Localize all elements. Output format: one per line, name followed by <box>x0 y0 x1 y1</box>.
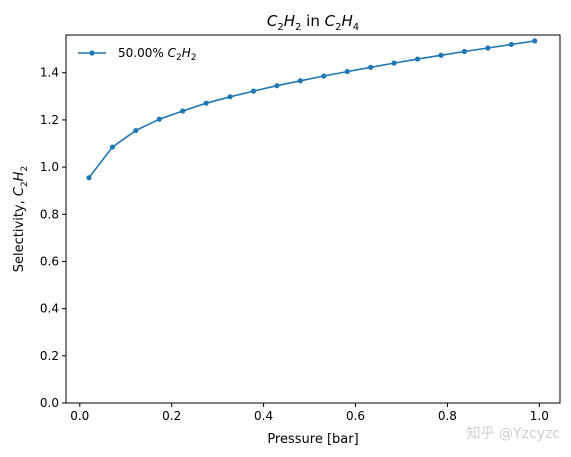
data-point <box>532 38 538 44</box>
x-tick-label: 0.2 <box>162 409 181 423</box>
x-tick-label: 0.8 <box>438 409 457 423</box>
chart-title: C2H2 in C2H4 <box>267 12 359 33</box>
y-tick-label: 0.2 <box>40 349 59 363</box>
y-tick-label: 0.4 <box>40 302 59 316</box>
data-point <box>109 144 116 150</box>
y-tick-label: 0.6 <box>40 254 59 268</box>
data-point <box>274 83 280 89</box>
x-tick-label: 1.0 <box>530 409 549 423</box>
watermark: 知乎 @Yzcyzc <box>467 425 560 442</box>
data-point <box>391 60 397 66</box>
data-point <box>86 175 92 181</box>
y-tick-label: 0.0 <box>40 396 59 410</box>
series-line <box>88 40 535 179</box>
y-tick-label: 1.4 <box>40 66 59 80</box>
data-point <box>297 78 303 84</box>
x-tick-label: 0.6 <box>346 409 365 423</box>
plot-area <box>65 34 561 404</box>
y-axis: 0.0 0.2 0.4 0.6 0.8 1.0 1.2 1.4 <box>40 66 66 410</box>
data-point <box>156 116 162 122</box>
y-tick-label: 1.0 <box>40 160 59 174</box>
data-point <box>180 108 186 114</box>
x-axis: 0.0 0.2 0.4 0.6 0.8 1.0 <box>70 403 549 423</box>
y-tick-label: 0.8 <box>40 207 59 221</box>
x-axis-label: Pressure [bar] <box>267 432 358 447</box>
data-point <box>461 48 468 55</box>
data-point <box>227 94 233 100</box>
y-axis-label: Selectivity, C2H2 <box>12 166 30 272</box>
data-point <box>133 127 139 134</box>
series-layer <box>86 38 538 181</box>
data-point <box>508 41 514 48</box>
data-point <box>438 52 444 58</box>
data-point <box>344 68 350 75</box>
data-point <box>203 100 209 106</box>
data-point <box>485 45 491 51</box>
data-point <box>321 73 327 79</box>
data-point <box>414 56 421 62</box>
data-point <box>250 88 257 94</box>
data-point <box>368 64 374 70</box>
x-tick-label: 0.0 <box>70 409 89 423</box>
x-tick-label: 0.4 <box>254 409 273 423</box>
legend-marker <box>89 50 95 56</box>
legend-label: 50.00% C2H2 <box>118 46 196 63</box>
legend: 50.00% C2H2 <box>78 46 196 63</box>
y-tick-label: 1.2 <box>40 113 59 127</box>
